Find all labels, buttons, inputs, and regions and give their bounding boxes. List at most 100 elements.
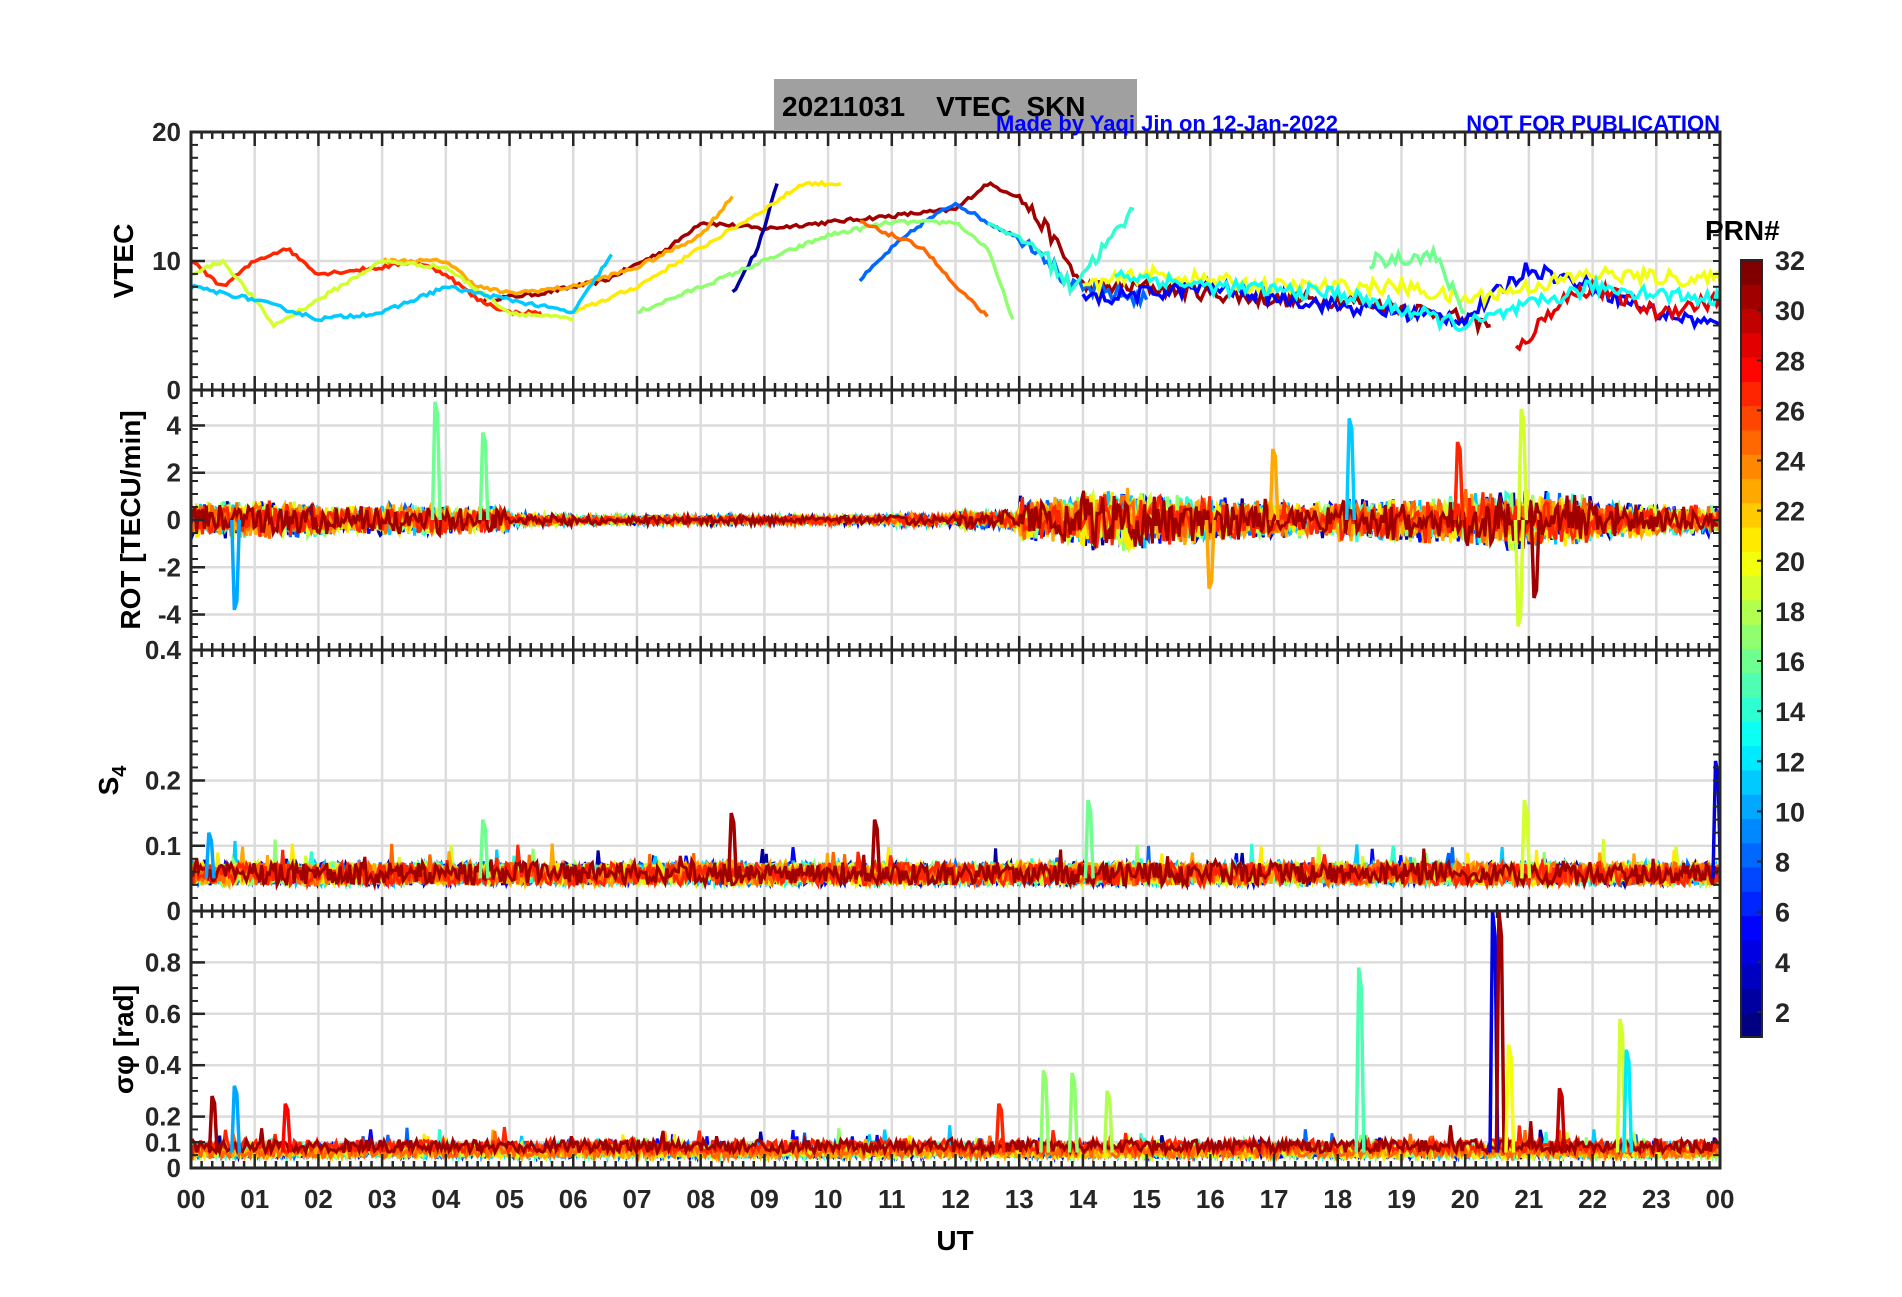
vtec-arc-prn-16	[1368, 243, 1466, 315]
y-tick-label: 0	[167, 375, 181, 405]
rot-spike	[1513, 519, 1525, 627]
series-group	[191, 760, 1720, 892]
credit-text: Made by Yaqi Jin on 12-Jan-2022	[996, 111, 1338, 136]
sigma-series-prn-31	[191, 1121, 1720, 1159]
colorbar-swatch	[1741, 551, 1762, 577]
x-tick-label: 23	[1642, 1184, 1671, 1214]
vtec-arc-prn-21	[572, 179, 842, 315]
x-tick-label: 13	[1005, 1184, 1034, 1214]
colorbar-tick-label: 28	[1775, 346, 1805, 376]
colorbar-swatch	[1741, 964, 1762, 989]
colorbar-swatch	[1741, 745, 1762, 771]
y-tick-label: 0.2	[145, 1102, 181, 1132]
panel-vtec: 0 10 20 VTEC	[108, 117, 1722, 405]
colorbar-tick-label: 32	[1775, 246, 1805, 276]
x-tick-label: 06	[559, 1184, 588, 1214]
chart-title: 20211031 VTEC SKN	[782, 91, 1086, 122]
x-tick-label: 21	[1514, 1184, 1543, 1214]
y-tick-label: 10	[152, 246, 181, 276]
colorbar-swatch	[1741, 332, 1762, 358]
colorbar-swatch	[1741, 939, 1762, 965]
colorbar-tick-label: 30	[1775, 296, 1805, 326]
colorbar-frame	[1740, 259, 1763, 1038]
sigma-spike	[994, 1103, 1006, 1153]
panel-rot: -4 -2 0 2 4 ROT [TECU/min]	[115, 388, 1722, 652]
vtec-arc-prn-27	[191, 247, 542, 317]
panel-s4: 0 0.1 0.2 0.4 S4	[93, 635, 1722, 926]
y-axis-label-s4: S4	[93, 765, 131, 796]
colorbar-tick-label: 26	[1775, 396, 1805, 426]
colorbar-tick-label: 22	[1775, 497, 1805, 527]
colorbar-tick-label: 4	[1775, 948, 1790, 978]
colorbar-swatch	[1741, 891, 1762, 917]
colorbar-swatch	[1741, 357, 1762, 382]
colorbar-title: PRN#	[1705, 215, 1780, 246]
sigma-spike	[280, 1103, 293, 1153]
colorbar-tick-label: 14	[1775, 697, 1805, 727]
colorbar-swatch	[1741, 648, 1762, 674]
y-tick-label: 4	[167, 410, 182, 440]
colorbar-swatch	[1741, 818, 1762, 844]
x-tick-label: 19	[1387, 1184, 1416, 1214]
series-group	[191, 179, 1720, 352]
x-tick-label: 20	[1451, 1184, 1480, 1214]
colorbar-tick-label: 2	[1775, 998, 1790, 1028]
colorbar-swatch	[1741, 527, 1762, 552]
sigma-spike	[1555, 1087, 1567, 1153]
s4-spike	[1083, 799, 1095, 879]
colorbar-swatch	[1741, 381, 1762, 407]
vtec-arc-prn-13	[1114, 268, 1720, 333]
colorbar-tick-label: 24	[1775, 447, 1805, 477]
colorbar-swatch	[1741, 842, 1762, 868]
colorbar-tick-label: 8	[1775, 848, 1790, 878]
y-tick-label: 0.1	[145, 1127, 181, 1157]
colorbar-tick-label: 12	[1775, 747, 1805, 777]
vtec-arc-prn-17	[636, 218, 1015, 320]
colorbar-swatch	[1741, 478, 1762, 504]
sigma-spike	[1504, 1044, 1516, 1153]
y-tick-label: -4	[158, 600, 182, 630]
x-tick-label: 04	[431, 1184, 460, 1214]
x-tick-label: 15	[1132, 1184, 1161, 1214]
colorbar-swatch	[1741, 1012, 1762, 1038]
x-tick-label: 18	[1323, 1184, 1352, 1214]
notice-text: NOT FOR PUBLICATION	[1466, 111, 1720, 136]
x-tick-label: 22	[1578, 1184, 1607, 1214]
vtec-arc-prn-25	[859, 219, 989, 318]
colorbar-swatch	[1741, 721, 1762, 747]
sigma-spike	[230, 1085, 242, 1153]
y-tick-label: 0.4	[145, 635, 182, 665]
rot-spike	[230, 519, 242, 611]
colorbar-swatch	[1741, 697, 1762, 722]
sigma-spike	[1039, 1069, 1051, 1153]
colorbar-swatch	[1741, 429, 1762, 455]
sigma-spike	[1067, 1072, 1079, 1153]
y-tick-label: 0	[167, 505, 181, 535]
colorbar-swatch	[1741, 502, 1762, 528]
s4-spike	[1520, 799, 1532, 879]
y-tick-label: 20	[152, 117, 181, 147]
rot-spike	[1516, 408, 1529, 521]
y-tick-label: -2	[158, 552, 181, 582]
x-tick-label: 01	[240, 1184, 269, 1214]
y-tick-label: 0.4	[145, 1050, 182, 1080]
rot-spike	[430, 401, 442, 521]
colorbar-swatch	[1741, 575, 1762, 601]
x-axis-label: UT	[936, 1225, 973, 1256]
colorbar-tick-label: 18	[1775, 597, 1805, 627]
colorbar-swatch	[1741, 769, 1762, 795]
rot-spike	[1529, 519, 1541, 599]
colorbar-swatch	[1741, 260, 1762, 285]
x-tick-label: 17	[1260, 1184, 1289, 1214]
colorbar-swatch	[1741, 308, 1762, 334]
x-tick-label: 00	[177, 1184, 206, 1214]
rot-spike	[1204, 519, 1216, 590]
x-tick-label: 14	[1068, 1184, 1097, 1214]
x-tick-label: 00	[1706, 1184, 1735, 1214]
y-tick-label: 0.6	[145, 999, 181, 1029]
y-tick-label: 0.8	[145, 947, 181, 977]
s4-spike	[204, 832, 216, 879]
